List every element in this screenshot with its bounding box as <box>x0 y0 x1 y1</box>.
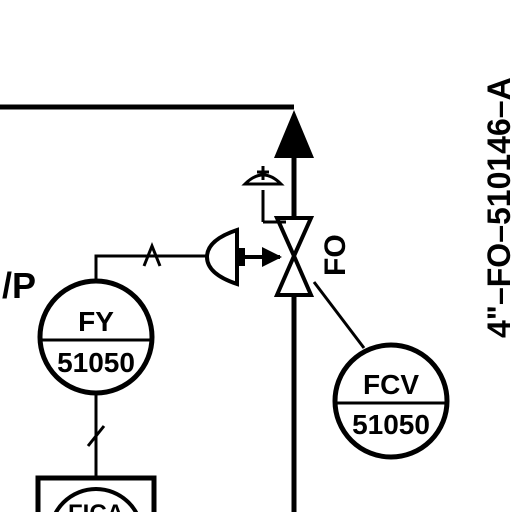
fail-position-label: FO <box>319 234 352 276</box>
fcv-connection-line <box>312 281 366 349</box>
flow-arrow-icon <box>274 110 314 158</box>
fica-instrument-bubble <box>53 487 139 512</box>
line-number-label: 4"–FO–510146–A <box>481 77 512 338</box>
fcv-instrument-bubble <box>332 342 450 460</box>
fica-tag-label: FICA <box>68 500 124 512</box>
fcv-number-label: 51050 <box>352 409 430 440</box>
actuator-plate <box>235 248 245 266</box>
signal-type-label: /P <box>2 265 36 306</box>
control-valve-icon <box>273 216 315 261</box>
pneumatic-signal-marker <box>142 241 162 267</box>
fy-tag-label: FY <box>78 306 114 337</box>
actuator-arrow-icon <box>262 247 282 267</box>
fy-signal-tick <box>86 425 106 447</box>
actuator-icon <box>204 227 239 287</box>
fy-number-label: 51050 <box>57 347 135 378</box>
fcv-tag-label: FCV <box>363 369 419 400</box>
control-valve-body-lower <box>273 250 315 297</box>
